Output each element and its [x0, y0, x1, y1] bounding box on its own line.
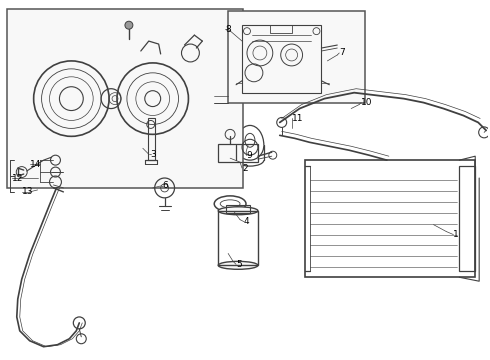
Bar	[218, 211, 258, 265]
Bar	[7, 9, 243, 188]
Bar	[242, 25, 321, 93]
Bar	[459, 166, 475, 271]
Text: 4: 4	[244, 217, 249, 226]
Text: 10: 10	[361, 98, 372, 107]
Ellipse shape	[218, 207, 258, 215]
Bar	[305, 160, 475, 277]
Text: 14: 14	[30, 159, 41, 168]
Bar	[226, 205, 250, 213]
Bar	[270, 25, 292, 33]
Circle shape	[125, 21, 133, 29]
Bar	[228, 11, 365, 103]
Text: 8: 8	[225, 25, 231, 34]
Text: 13: 13	[22, 188, 33, 197]
Text: 5: 5	[236, 260, 242, 269]
Text: 2: 2	[242, 163, 247, 172]
Bar	[148, 118, 155, 160]
Text: 11: 11	[292, 114, 303, 123]
Text: 9: 9	[246, 151, 252, 160]
Text: 7: 7	[339, 49, 345, 58]
Bar	[218, 144, 258, 162]
Text: 1: 1	[453, 230, 459, 239]
Text: 3: 3	[151, 150, 156, 159]
Text: 6: 6	[163, 181, 169, 190]
Ellipse shape	[218, 261, 258, 269]
Text: 12: 12	[12, 174, 23, 183]
